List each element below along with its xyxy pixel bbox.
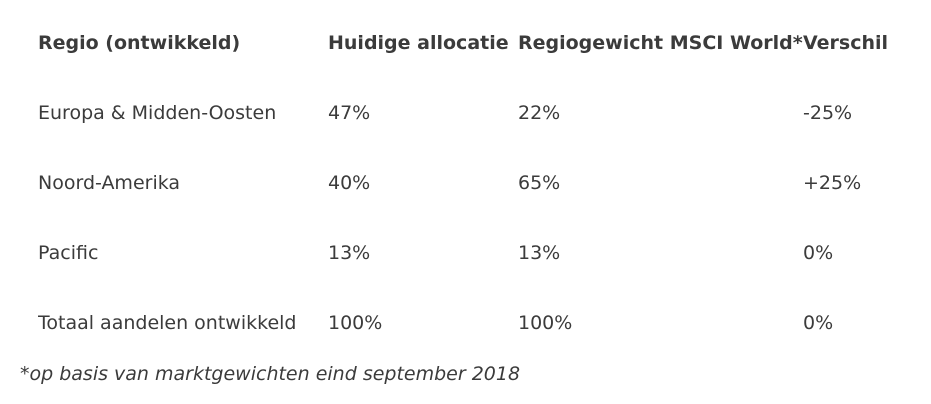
- cell-regio: Pacific: [38, 242, 99, 264]
- allocation-table: Regio (ontwikkeld) Huidige allocatie Reg…: [0, 8, 931, 358]
- cell-verschil: +25%: [803, 172, 862, 194]
- cell-verschil: 0%: [803, 242, 834, 264]
- cell-regiogewicht-msci: 65%: [518, 172, 561, 194]
- column-header-huidige-allocatie: Huidige allocatie: [328, 32, 509, 54]
- cell-regio: Totaal aandelen ontwikkeld: [38, 312, 297, 334]
- column-header-verschil: Verschil: [803, 32, 889, 54]
- table-footnote: *op basis van marktgewichten eind septem…: [20, 363, 521, 385]
- cell-huidige-allocatie: 47%: [328, 102, 371, 124]
- column-header-regio: Regio (ontwikkeld): [38, 32, 241, 54]
- cell-huidige-allocatie: 13%: [328, 242, 371, 264]
- table-row-noord-amerika: Noord-Amerika 40% 65% +25%: [0, 148, 931, 218]
- table-row-pacific: Pacific 13% 13% 0%: [0, 218, 931, 288]
- cell-regio: Europa & Midden-Oosten: [38, 102, 277, 124]
- table-row-totaal-aandelen-ontwikkeld: Totaal aandelen ontwikkeld 100% 100% 0%: [0, 288, 931, 358]
- cell-verschil: 0%: [803, 312, 834, 334]
- cell-huidige-allocatie: 100%: [328, 312, 383, 334]
- table-header-row: Regio (ontwikkeld) Huidige allocatie Reg…: [0, 8, 931, 78]
- cell-regiogewicht-msci: 13%: [518, 242, 561, 264]
- table-row-europa-midden-oosten: Europa & Midden-Oosten 47% 22% -25%: [0, 78, 931, 148]
- cell-verschil: -25%: [803, 102, 853, 124]
- cell-regiogewicht-msci: 100%: [518, 312, 573, 334]
- cell-huidige-allocatie: 40%: [328, 172, 371, 194]
- cell-regiogewicht-msci: 22%: [518, 102, 561, 124]
- cell-regio: Noord-Amerika: [38, 172, 181, 194]
- column-header-regiogewicht-msci-world: Regiogewicht MSCI World*: [518, 32, 803, 54]
